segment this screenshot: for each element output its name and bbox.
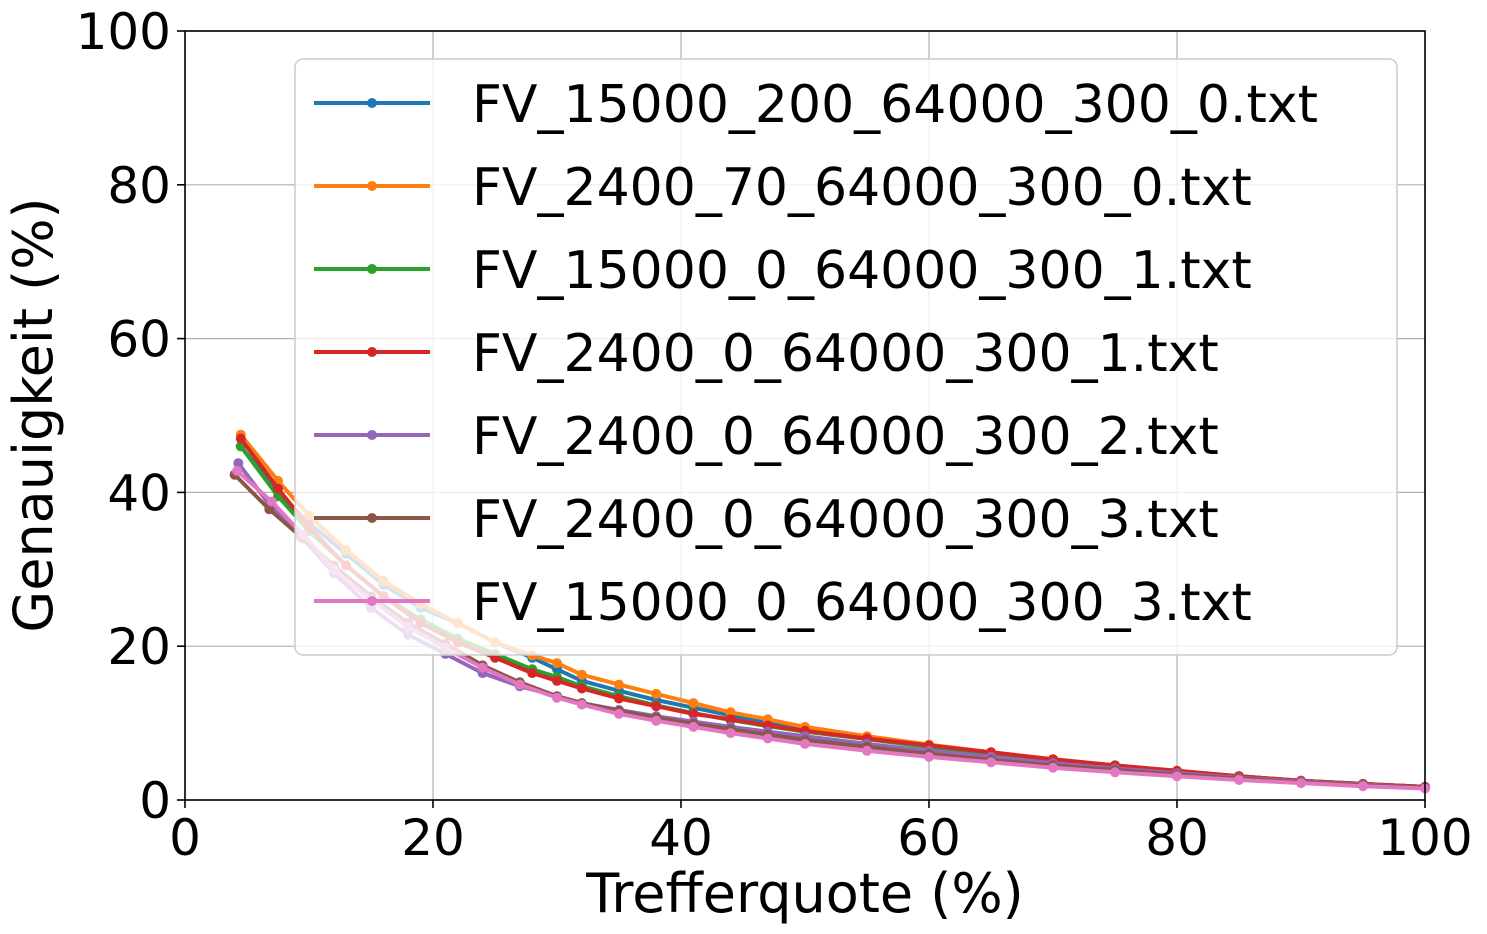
- data-point: [273, 483, 283, 494]
- data-point: [264, 504, 275, 515]
- y-tick-label: 100: [76, 3, 171, 61]
- legend-marker: [367, 181, 377, 191]
- legend-label: FV_2400_70_64000_300_0.txt: [472, 158, 1252, 218]
- data-point: [232, 465, 243, 476]
- legend-label: FV_15000_200_64000_300_0.txt: [472, 75, 1318, 135]
- data-point: [651, 715, 662, 726]
- data-point: [688, 721, 699, 732]
- data-point: [924, 751, 934, 762]
- data-point: [862, 745, 872, 756]
- data-point: [514, 679, 525, 690]
- data-point: [725, 728, 736, 739]
- legend-item: FV_15000_0_64000_300_1.txt: [314, 241, 1252, 301]
- data-point: [614, 708, 624, 719]
- data-point: [614, 679, 624, 690]
- y-tick-label: 80: [107, 157, 171, 215]
- data-point: [688, 698, 699, 709]
- data-point: [986, 757, 996, 768]
- legend-item: FV_15000_0_64000_300_3.txt: [314, 573, 1252, 633]
- legend-item: FV_2400_0_64000_300_1.txt: [314, 324, 1219, 384]
- legend-item: FV_2400_0_64000_300_3.txt: [314, 490, 1219, 550]
- x-tick-label: 100: [1377, 809, 1472, 867]
- legend-marker: [367, 513, 377, 523]
- x-tick-label: 80: [1145, 809, 1209, 867]
- data-point: [1296, 778, 1306, 789]
- x-tick-label: 60: [897, 809, 961, 867]
- y-tick-label: 60: [107, 311, 171, 369]
- data-point: [576, 699, 587, 710]
- data-point: [1358, 781, 1368, 792]
- legend-marker: [367, 596, 377, 606]
- data-point: [1048, 762, 1058, 773]
- data-point: [725, 714, 736, 725]
- legend-label: FV_2400_0_64000_300_3.txt: [472, 490, 1219, 550]
- data-point: [762, 733, 773, 744]
- data-point: [1172, 771, 1182, 782]
- data-point: [800, 738, 810, 749]
- data-point: [527, 668, 538, 679]
- data-point: [266, 496, 277, 507]
- legend-box: [294, 58, 1398, 656]
- legend-item: FV_2400_70_64000_300_0.txt: [314, 158, 1252, 218]
- data-point: [1110, 767, 1120, 778]
- legend-label: FV_15000_0_64000_300_1.txt: [472, 241, 1252, 301]
- plot-frame: [184, 30, 1426, 801]
- data-point: [576, 683, 587, 694]
- y-tick-label: 40: [107, 464, 171, 522]
- x-tick-label: 0: [169, 809, 201, 867]
- y-tick-label: 20: [107, 618, 171, 676]
- y-tick-label: 0: [139, 772, 171, 830]
- legend-marker: [367, 264, 377, 274]
- data-point: [651, 701, 662, 712]
- data-point: [477, 662, 488, 673]
- data-point: [235, 433, 246, 444]
- data-point: [614, 693, 624, 704]
- axis-ticks: 0 20 40 60 80 100 0 20 40 60 80 100: [76, 3, 1473, 867]
- data-point: [552, 658, 562, 669]
- legend-item: FV_2400_0_64000_300_2.txt: [314, 407, 1219, 467]
- legend-item: FV_15000_200_64000_300_0.txt: [314, 75, 1318, 135]
- data-point: [233, 458, 244, 469]
- data-point: [688, 708, 699, 719]
- data-point: [1234, 775, 1244, 785]
- legend-label: FV_2400_0_64000_300_2.txt: [472, 407, 1219, 467]
- data-point: [552, 692, 562, 703]
- legend-marker: [367, 98, 377, 108]
- data-point: [552, 675, 562, 686]
- y-axis-label: Genauigkeit (%): [2, 197, 65, 632]
- data-point: [725, 707, 736, 718]
- legend-label: FV_2400_0_64000_300_1.txt: [472, 324, 1219, 384]
- x-tick-label: 20: [401, 809, 465, 867]
- data-point: [576, 669, 587, 680]
- legend-marker: [367, 347, 377, 357]
- x-tick-label: 40: [649, 809, 713, 867]
- data-point: [651, 688, 662, 699]
- x-axis-label: Trefferquote (%): [585, 862, 1024, 925]
- legend: FV_15000_200_64000_300_0.txt FV_2400_70_6…: [294, 58, 1398, 656]
- legend-label: FV_15000_0_64000_300_3.txt: [472, 573, 1252, 633]
- legend-marker: [367, 430, 377, 440]
